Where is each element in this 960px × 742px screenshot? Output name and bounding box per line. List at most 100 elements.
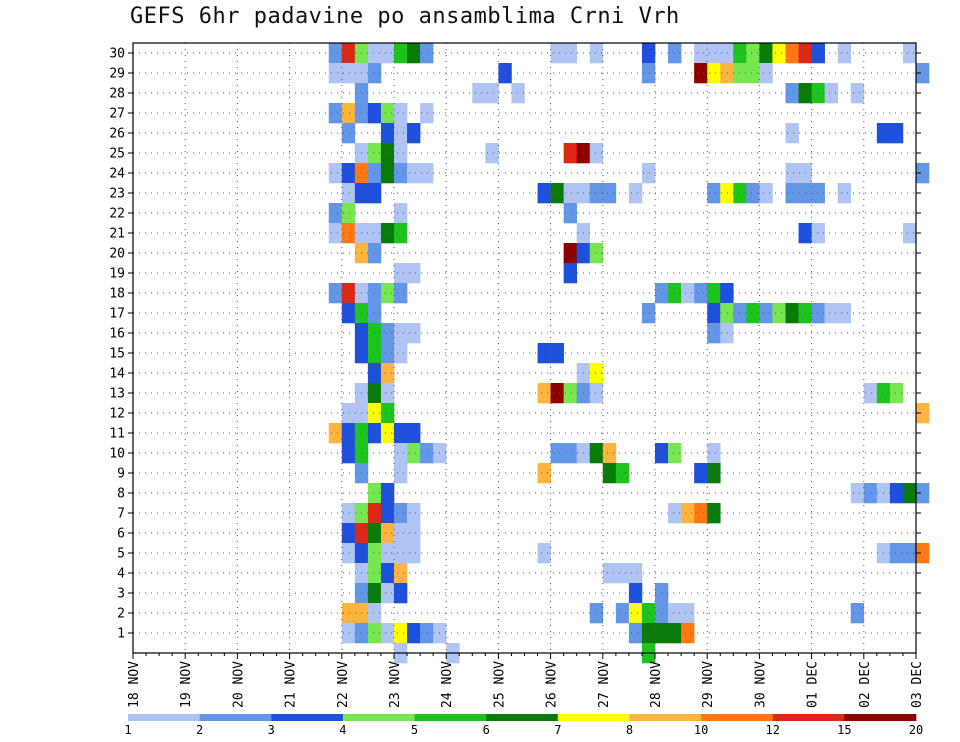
y-tick-label: 9 xyxy=(117,467,125,482)
legend-swatch xyxy=(557,714,630,721)
heat-cell xyxy=(341,223,356,244)
heat-cell xyxy=(394,523,408,544)
heat-cell xyxy=(602,463,617,484)
heat-cell xyxy=(628,583,643,604)
heat-cell xyxy=(341,163,356,184)
heat-cell xyxy=(380,563,395,584)
heat-cell xyxy=(837,303,852,324)
x-tick-label: 29 NOV xyxy=(701,661,716,708)
heat-cell xyxy=(394,343,408,364)
heat-cell xyxy=(394,223,408,244)
heat-cell xyxy=(367,43,382,64)
chart-title: GEFS 6hr padavine po ansamblima Crni Vrh xyxy=(130,4,680,29)
heat-cell xyxy=(537,383,551,404)
heat-cell xyxy=(380,483,395,504)
heat-cell xyxy=(394,543,408,564)
heat-cell xyxy=(641,43,656,64)
heat-cell xyxy=(850,603,865,624)
heat-cell xyxy=(681,603,695,624)
heat-cell xyxy=(889,123,904,144)
y-tick-label: 6 xyxy=(117,527,125,542)
heat-cell xyxy=(550,183,564,204)
heat-cell xyxy=(380,123,395,144)
heat-cell xyxy=(341,103,356,124)
heat-cell xyxy=(811,223,825,244)
y-tick-label: 25 xyxy=(109,147,125,162)
heat-cell xyxy=(889,483,904,504)
heat-cell xyxy=(550,343,564,364)
heat-cell xyxy=(707,43,721,64)
y-tick-label: 20 xyxy=(109,247,125,262)
heat-cell xyxy=(837,43,852,64)
y-tick-label: 3 xyxy=(117,587,125,602)
heat-cell xyxy=(785,183,799,204)
heat-cell xyxy=(380,503,395,524)
heat-cell xyxy=(589,143,604,164)
heat-cell xyxy=(380,623,395,644)
heat-cell xyxy=(707,323,721,344)
heat-cell xyxy=(668,283,682,304)
heat-cell xyxy=(367,403,382,424)
heat-cell xyxy=(407,423,421,444)
heat-cell xyxy=(746,63,760,84)
y-tick-label: 26 xyxy=(109,127,125,142)
heat-cell xyxy=(641,163,656,184)
heat-cell xyxy=(420,443,434,464)
x-tick-label: 18 NOV xyxy=(127,661,142,708)
heat-cell xyxy=(407,163,421,184)
x-tick-label: 03 DEC xyxy=(910,661,925,708)
heat-cell xyxy=(785,83,799,104)
heat-cell xyxy=(681,623,695,644)
heat-cell xyxy=(707,283,721,304)
heat-cell xyxy=(341,523,356,544)
y-tick-label: 18 xyxy=(109,287,125,302)
heat-cell xyxy=(394,123,408,144)
legend-label: 2 xyxy=(196,723,203,737)
heat-cell xyxy=(863,383,878,404)
heat-cell xyxy=(328,63,343,84)
legend-swatch xyxy=(128,714,200,721)
heat-cell xyxy=(694,503,708,524)
heat-cell xyxy=(746,303,760,324)
legend-swatch xyxy=(772,714,845,721)
y-tick-label: 11 xyxy=(109,427,125,442)
heat-cell xyxy=(602,183,617,204)
heat-cell xyxy=(367,183,382,204)
x-tick-label: 21 NOV xyxy=(284,661,299,708)
heat-cell xyxy=(707,183,721,204)
y-tick-label: 4 xyxy=(117,567,125,582)
heat-cell xyxy=(785,163,799,184)
legend-swatch xyxy=(342,714,415,721)
heat-cell xyxy=(707,63,721,84)
y-tick-label: 14 xyxy=(109,367,125,382)
heat-cell xyxy=(916,543,930,564)
heat-cell xyxy=(563,143,577,164)
heat-cell xyxy=(341,423,356,444)
heat-cell xyxy=(759,43,773,64)
heat-cell xyxy=(563,443,577,464)
heat-cell xyxy=(407,123,421,144)
legend-swatch xyxy=(414,714,487,721)
heat-cell xyxy=(394,623,408,644)
x-tick-label: 23 NOV xyxy=(388,661,403,708)
heat-cell xyxy=(902,483,917,504)
heat-cell xyxy=(407,543,421,564)
heat-cell xyxy=(341,303,356,324)
heat-cell xyxy=(668,43,682,64)
y-tick-label: 24 xyxy=(109,167,125,182)
heat-cell xyxy=(707,503,721,524)
heat-cell xyxy=(328,223,343,244)
x-tick-label: 27 NOV xyxy=(597,661,612,708)
heat-cell xyxy=(367,223,382,244)
heat-cell xyxy=(328,103,343,124)
x-tick-label: 28 NOV xyxy=(649,661,664,708)
heat-cell xyxy=(341,63,356,84)
heat-cell xyxy=(328,423,343,444)
heat-cell xyxy=(589,43,604,64)
x-tick-label: 30 NOV xyxy=(753,661,768,708)
heat-cell xyxy=(367,383,382,404)
legend-label: 3 xyxy=(268,723,275,737)
heat-cell xyxy=(641,303,656,324)
heat-cell xyxy=(407,263,421,284)
heat-cell xyxy=(772,43,786,64)
